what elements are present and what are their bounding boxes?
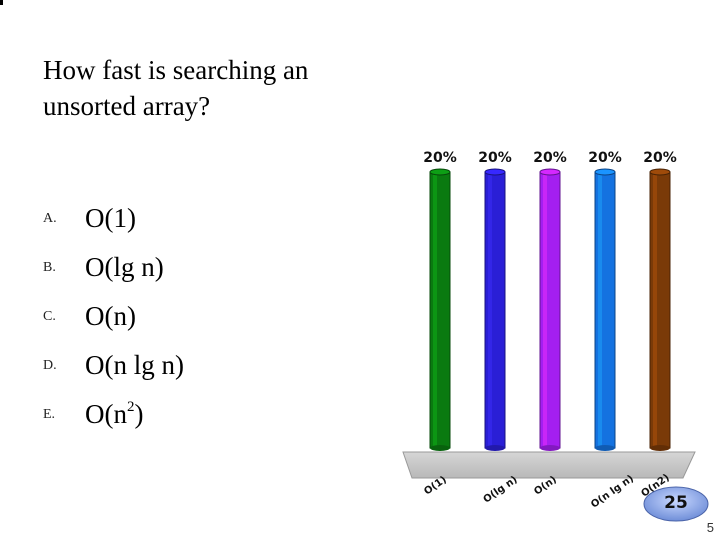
option-b[interactable]: B. O(lg n) — [43, 243, 184, 292]
chart-floor — [402, 451, 696, 479]
option-d[interactable]: D. O(n lg n) — [43, 341, 184, 390]
countdown-timer-badge — [643, 486, 709, 522]
option-letter: C. — [43, 308, 56, 324]
chart-bar — [649, 168, 671, 451]
answer-options: A. O(1) B. O(lg n) C. O(n) D. O(n lg n) … — [43, 194, 184, 439]
chart-value-label: 20% — [533, 150, 567, 166]
option-letter: B. — [43, 259, 56, 275]
chart-bar — [484, 168, 506, 451]
option-letter: A. — [43, 210, 57, 226]
option-text: O(lg n) — [85, 252, 164, 282]
chart-category-label: O(n lg n) — [589, 473, 636, 510]
option-text: O(n2) — [85, 399, 144, 430]
countdown-timer-value: 25 — [664, 493, 688, 513]
option-letter: E. — [43, 406, 56, 422]
chart-bar — [539, 168, 561, 451]
option-text: O(1) — [85, 203, 136, 233]
option-text: O(n lg n) — [85, 350, 184, 380]
chart-value-label: 20% — [588, 150, 622, 166]
option-text-exponent: 2 — [127, 399, 135, 415]
option-text-tail: ) — [134, 399, 144, 429]
option-text: O(n) — [85, 301, 136, 331]
chart-value-label: 20% — [478, 150, 512, 166]
option-e[interactable]: E. O(n2) — [43, 390, 184, 439]
option-letter: D. — [43, 357, 57, 373]
page-number: 5 — [706, 520, 714, 535]
option-c[interactable]: C. O(n) — [43, 292, 184, 341]
chart-value-label: 20% — [643, 150, 677, 166]
chart-bars — [429, 168, 671, 451]
chart-value-labels: 20% 20% 20% 20% 20% — [423, 150, 677, 166]
option-text-base: O(n — [85, 399, 127, 429]
chart-value-label: 20% — [423, 150, 457, 166]
question-title: How fast is searching an unsorted array? — [43, 55, 309, 121]
chart-bar — [594, 168, 616, 451]
chart-bar — [429, 168, 451, 451]
option-a[interactable]: A. O(1) — [43, 194, 184, 243]
corner-mark — [0, 0, 3, 5]
chart-category-label: O(lg n) — [482, 474, 520, 505]
